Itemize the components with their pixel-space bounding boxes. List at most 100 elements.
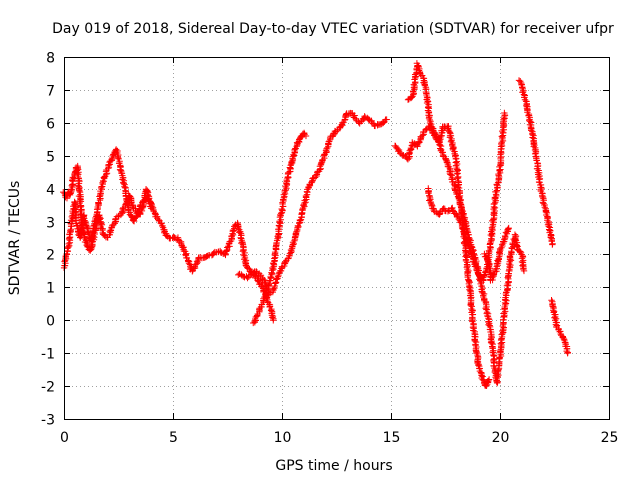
data-point <box>426 119 434 127</box>
series-track-f <box>404 60 528 387</box>
y-tick-label: 3 <box>46 216 55 232</box>
data-markers <box>60 60 571 389</box>
data-point <box>475 362 482 369</box>
series-track-i <box>515 77 556 248</box>
y-tick-label: 5 <box>46 150 55 166</box>
data-point <box>449 146 457 154</box>
data-point <box>507 261 514 269</box>
data-point <box>525 112 532 119</box>
data-point <box>459 210 466 217</box>
chart-title: Day 019 of 2018, Sidereal Day-to-day VTE… <box>52 21 614 37</box>
data-point <box>117 167 124 174</box>
data-point <box>470 327 477 334</box>
data-point <box>491 194 499 201</box>
data-point <box>146 200 153 207</box>
data-point <box>302 192 310 200</box>
data-point <box>302 132 310 140</box>
data-point <box>238 238 246 246</box>
x-tick-label: 0 <box>60 430 69 446</box>
data-point <box>408 94 415 101</box>
y-tick-label: 1 <box>46 281 55 297</box>
data-point <box>72 211 79 219</box>
data-point <box>501 109 508 117</box>
x-tick-label: 20 <box>492 430 510 446</box>
series-track-d <box>235 109 390 298</box>
data-point <box>547 234 555 241</box>
data-point <box>457 219 464 226</box>
data-point <box>491 268 499 276</box>
data-point <box>517 78 524 85</box>
data-point <box>467 250 475 257</box>
data-point <box>261 278 268 286</box>
data-point <box>255 278 262 285</box>
y-tick-label: 8 <box>46 51 55 67</box>
data-point <box>461 232 469 239</box>
data-point <box>240 251 247 259</box>
data-point <box>456 199 463 207</box>
data-point <box>454 212 461 219</box>
data-point <box>106 228 114 235</box>
data-point <box>436 211 443 218</box>
series-track-c <box>250 129 310 327</box>
data-point <box>529 134 536 141</box>
data-point <box>425 114 433 122</box>
data-point <box>547 227 554 235</box>
y-tick-label: 6 <box>46 117 55 133</box>
data-point <box>114 154 122 162</box>
data-point <box>449 207 456 214</box>
y-tick-label: -3 <box>41 413 55 429</box>
data-point <box>379 119 386 127</box>
data-point <box>505 224 512 232</box>
data-point <box>73 169 81 177</box>
data-point <box>498 139 505 146</box>
data-point <box>269 314 276 321</box>
data-point <box>223 247 230 255</box>
y-tick-label: 4 <box>46 183 55 199</box>
data-point <box>496 163 503 171</box>
data-point <box>148 205 155 212</box>
data-point <box>496 354 503 361</box>
data-point <box>269 264 276 272</box>
data-point <box>541 204 549 211</box>
data-point <box>193 258 201 265</box>
data-point <box>485 377 492 385</box>
data-point <box>291 146 298 154</box>
y-tick-label: 0 <box>46 314 55 330</box>
data-point <box>276 269 283 276</box>
data-point <box>484 257 492 265</box>
data-point <box>482 305 489 312</box>
data-point <box>395 146 403 154</box>
data-point <box>68 213 76 221</box>
data-point <box>185 260 193 267</box>
y-tick-label: -1 <box>41 347 55 363</box>
data-point <box>500 116 507 123</box>
data-point <box>383 116 390 123</box>
data-point <box>489 348 496 356</box>
x-axis-label: GPS time / hours <box>275 458 392 474</box>
data-point <box>120 180 127 187</box>
data-point <box>244 274 251 282</box>
data-point <box>261 293 268 301</box>
data-point <box>447 132 455 139</box>
data-point <box>280 191 287 199</box>
data-point <box>324 144 331 152</box>
data-point <box>488 339 495 347</box>
data-point <box>342 111 350 118</box>
data-point <box>140 198 147 206</box>
y-tick-label: -2 <box>41 380 55 396</box>
data-point <box>462 257 470 265</box>
grid-layer <box>64 57 609 419</box>
x-tick-label: 10 <box>274 430 292 446</box>
data-point <box>290 240 298 248</box>
data-point <box>119 176 126 183</box>
tick-labels: 0 5 10 15 20 25 -3 -2 -1 0 1 2 3 4 5 6 7 8 <box>41 51 618 447</box>
x-tick-label: 15 <box>383 430 401 446</box>
data-point <box>279 199 286 206</box>
data-point <box>487 238 494 246</box>
data-point <box>460 228 467 235</box>
data-point <box>155 216 162 224</box>
data-point <box>564 349 571 357</box>
data-point <box>500 129 507 136</box>
data-point <box>517 248 524 255</box>
series-track-b <box>60 162 155 254</box>
